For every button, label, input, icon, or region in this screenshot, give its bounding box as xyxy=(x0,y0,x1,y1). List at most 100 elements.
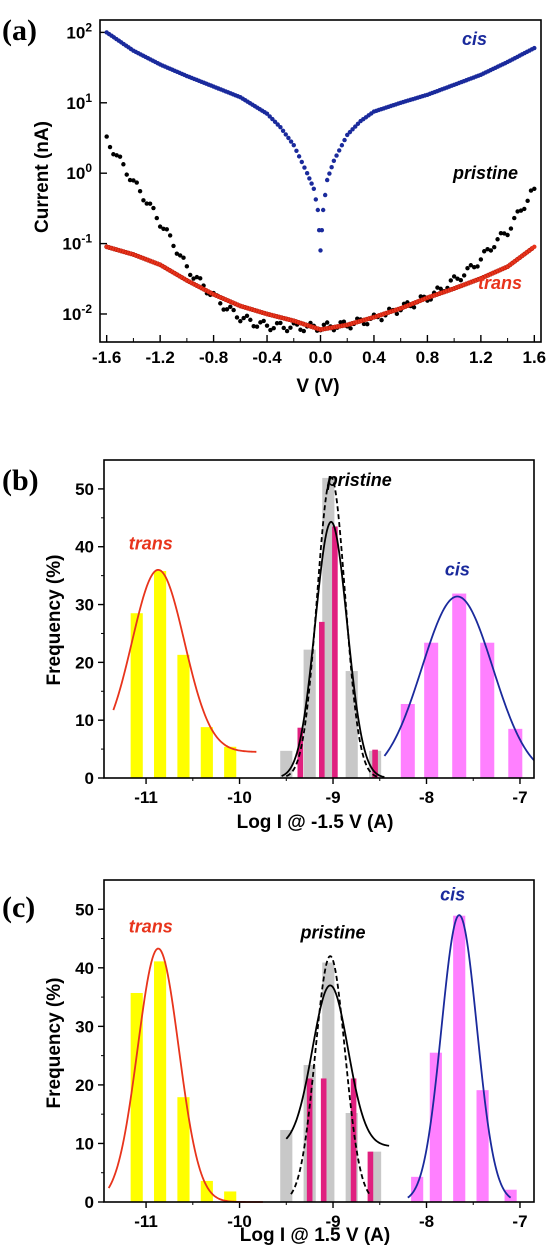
bar-pristine xyxy=(303,649,316,778)
data-point-cis xyxy=(329,165,334,170)
data-point-trans xyxy=(532,244,537,250)
data-point-pristine xyxy=(482,249,487,254)
data-point-pristine xyxy=(379,317,384,323)
data-point-pristine xyxy=(471,265,477,270)
x-tick-label: 0.0 xyxy=(309,348,333,367)
data-point-pristine xyxy=(458,277,464,283)
data-point-pristine xyxy=(231,307,236,313)
data-point-pristine xyxy=(341,319,347,324)
bar-trans xyxy=(130,613,143,778)
data-point-pristine xyxy=(167,233,173,238)
y-tick-label: 0 xyxy=(85,1193,94,1212)
data-point-pristine xyxy=(411,305,417,310)
data-point-pristine xyxy=(147,201,153,206)
data-point-pristine xyxy=(451,274,457,279)
data-point-pristine xyxy=(485,247,490,252)
panel-b-xlabel: Log I @ -1.5 V (A) xyxy=(237,812,394,833)
panel-c-frame xyxy=(103,879,535,1203)
data-point-pristine xyxy=(264,323,270,328)
data-point-pristine xyxy=(127,177,133,183)
data-point-pristine xyxy=(161,226,166,231)
panel-c-data: trans pristine cis xyxy=(107,884,517,1203)
data-point-cis xyxy=(350,127,355,132)
y-tick-label: 40 xyxy=(75,538,94,557)
data-point-pristine xyxy=(348,326,353,331)
data-point-cis xyxy=(322,192,328,198)
y-tick-label: 10 xyxy=(75,711,94,730)
series-label-trans: trans xyxy=(129,534,173,554)
panel-a: (a) Current (nA) V (V) -1.6 -1.2 -0.8 -0.4 0… xyxy=(2,14,546,397)
data-point-cis xyxy=(267,114,272,119)
x-tick-label: -10 xyxy=(227,1212,252,1231)
x-tick-label: -10 xyxy=(227,788,252,807)
y-tick-label: 0 xyxy=(85,769,94,788)
data-point-cis xyxy=(283,132,288,137)
bar-trans xyxy=(177,1097,190,1202)
panel-c: (c) Frequency (%) Log I @ 1.5 V (A) -11-… xyxy=(2,879,535,1246)
y-tick-label: 20 xyxy=(75,1076,94,1095)
panel-a-ticks: -1.6 -1.2 -0.8 -0.4 0.0 0.4 0.8 1.2 1.6 102 101 100… xyxy=(62,20,546,367)
data-point-cis xyxy=(296,154,302,159)
x-tick-label: 1.6 xyxy=(522,348,546,367)
data-point-pristine xyxy=(505,232,510,238)
data-point-cis xyxy=(304,170,310,176)
data-point-pristine xyxy=(488,248,494,253)
data-point-cis xyxy=(327,171,332,176)
bar-trans xyxy=(154,961,167,1202)
bar-pristine xyxy=(280,1129,293,1202)
data-point-pristine xyxy=(502,231,507,236)
bar-pristine xyxy=(367,1151,374,1202)
bar-pristine xyxy=(320,1078,327,1202)
y-tick-label: 102 xyxy=(66,20,92,42)
data-point-pristine xyxy=(492,245,497,250)
bar-pristine xyxy=(345,671,358,778)
panel-a-frame xyxy=(99,19,542,343)
data-point-cis xyxy=(334,153,339,158)
data-point-pristine xyxy=(461,273,467,278)
bar-cis xyxy=(504,1189,517,1202)
data-point-pristine xyxy=(114,153,119,158)
data-point-cis xyxy=(353,124,358,129)
panel-b: (b) Frequency (%) Log I @ -1.5 V (A) -11… xyxy=(2,459,535,833)
bar-trans xyxy=(200,727,213,778)
data-point-pristine xyxy=(528,188,534,193)
data-point-pristine xyxy=(234,315,240,320)
y-tick-label: 20 xyxy=(75,653,94,672)
bar-cis xyxy=(508,728,523,778)
x-tick-label: -7 xyxy=(512,1212,527,1231)
data-point-cis xyxy=(355,121,361,127)
bar-pristine xyxy=(332,526,338,778)
panel-b-frame xyxy=(103,459,535,779)
data-point-pristine xyxy=(532,186,537,192)
bar-cis xyxy=(480,642,495,778)
x-tick-label: -1.2 xyxy=(145,348,174,367)
data-point-cis xyxy=(331,158,337,163)
data-point-pristine xyxy=(111,152,116,157)
y-tick-label: 50 xyxy=(75,480,94,499)
data-point-pristine xyxy=(518,208,524,213)
bar-cis xyxy=(453,915,466,1202)
series-label-cis: cis xyxy=(440,884,465,904)
data-point-cis xyxy=(345,132,350,138)
bar-pristine xyxy=(306,1078,313,1202)
data-point-pristine xyxy=(288,325,293,330)
panel-a-letter: (a) xyxy=(2,14,37,47)
data-point-pristine xyxy=(268,327,273,333)
data-point-cis xyxy=(315,207,321,213)
data-point-pristine xyxy=(254,324,260,329)
bar-trans xyxy=(224,746,237,778)
x-tick-label: -11 xyxy=(134,1212,158,1231)
fit-curve-pristine-dashed xyxy=(290,955,372,1196)
fit-curve-cis xyxy=(407,914,512,1199)
data-point-cis xyxy=(286,135,291,141)
y-tick-label: 100 xyxy=(66,161,92,183)
panel-a-ylabel: Current (nA) xyxy=(32,121,53,233)
data-point-pristine xyxy=(177,253,183,258)
panel-a-xlabel: V (V) xyxy=(296,376,339,397)
data-point-pristine xyxy=(164,227,170,232)
panel-a-label-trans: trans xyxy=(478,273,522,293)
data-point-pristine xyxy=(301,328,306,334)
data-point-cis xyxy=(347,129,353,135)
data-point-pristine xyxy=(134,180,139,185)
data-point-pristine xyxy=(131,178,136,183)
